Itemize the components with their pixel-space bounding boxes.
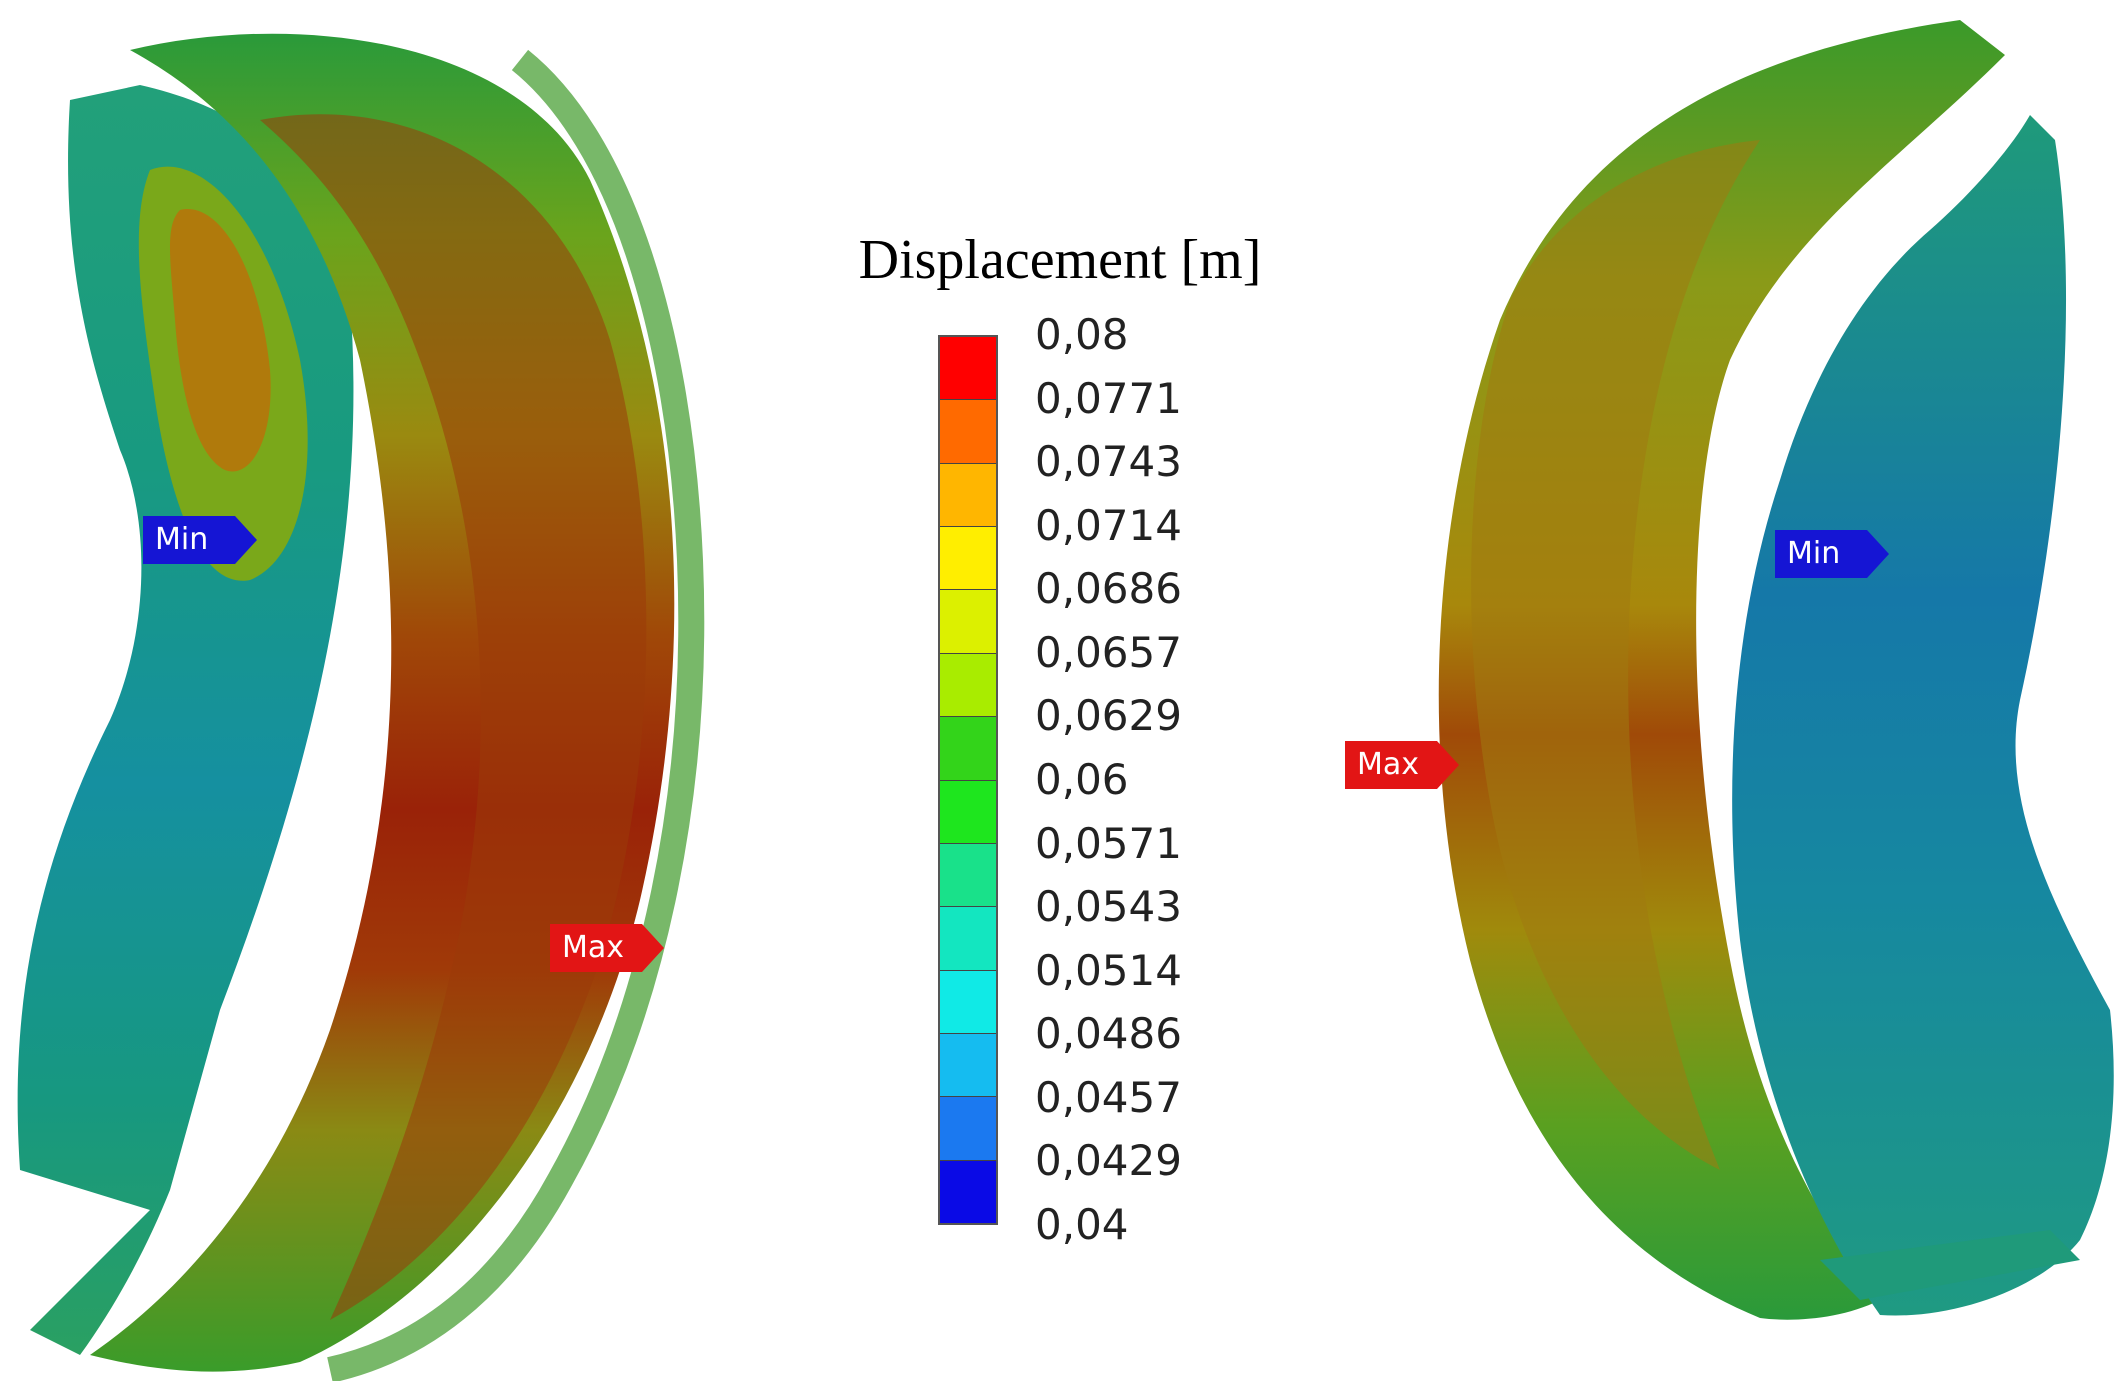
colorbar-swatch xyxy=(940,780,996,844)
colorbar-tick-label: 0,0571 xyxy=(1035,818,1182,868)
colorbar-tick-label: 0,0629 xyxy=(1035,691,1182,741)
colorbar-tick-label: 0,0686 xyxy=(1035,564,1182,614)
colorbar-tick-label: 0,0743 xyxy=(1035,437,1182,487)
left-hotspot-core xyxy=(170,209,271,472)
left-min-label: Min xyxy=(155,522,209,557)
right-outer-band xyxy=(1471,140,1760,1170)
right-max-label: Max xyxy=(1357,747,1420,782)
colorbar-swatch xyxy=(940,1160,996,1224)
colorbar-tick-label: 0,0714 xyxy=(1035,500,1182,550)
right-inner-shell xyxy=(1732,115,2114,1316)
colorbar-swatch xyxy=(940,337,996,401)
colorbar-tick-label: 0,08 xyxy=(1035,310,1129,359)
colorbar xyxy=(938,335,998,1225)
colorbar-swatch xyxy=(940,1097,996,1161)
colorbar-swatch xyxy=(940,907,996,971)
colorbar-swatch xyxy=(940,717,996,781)
left-max-label: Max xyxy=(562,930,625,965)
colorbar-tick-label: 0,0429 xyxy=(1035,1136,1182,1186)
left-outer-edge xyxy=(327,49,705,1381)
right-min-label: Min xyxy=(1787,536,1841,571)
right-max-marker: Max xyxy=(1345,741,1459,789)
colorbar-tick-labels: 0,08 0,0771 0,0743 0,0714 0,0686 0,0657 0,0629… xyxy=(1035,310,1255,1246)
colorbar-swatch xyxy=(940,1033,996,1098)
colorbar-tick-label: 0,0457 xyxy=(1035,1072,1182,1122)
left-outer-band xyxy=(260,114,647,1320)
colorbar-swatch xyxy=(940,653,996,718)
colorbar-tick-label: 0,0657 xyxy=(1035,627,1182,677)
colorbar-swatch xyxy=(940,463,996,528)
colorbar-swatch xyxy=(940,590,996,654)
colorbar-swatch xyxy=(940,970,996,1034)
colorbar-tick-label: 0,0514 xyxy=(1035,945,1182,995)
colorbar-tick-label: 0,06 xyxy=(1035,755,1129,804)
colorbar-tick-label: 0,0543 xyxy=(1035,882,1182,932)
left-max-marker: Max xyxy=(550,924,664,972)
colorbar-tick-label: 0,0486 xyxy=(1035,1009,1182,1059)
colorbar-swatch xyxy=(940,527,996,591)
colorbar-swatch xyxy=(940,843,996,908)
colorbar-tick-label: 0,04 xyxy=(1035,1200,1129,1249)
colorbar-tick-label: 0,0771 xyxy=(1035,373,1182,423)
right-model xyxy=(1438,20,2114,1320)
colorbar-swatch xyxy=(940,400,996,464)
right-min-marker: Min xyxy=(1775,530,1889,578)
left-min-marker: Min xyxy=(143,516,257,564)
legend-title: Displacement [m] xyxy=(858,229,1262,291)
left-model xyxy=(17,33,705,1381)
right-base-plate xyxy=(1820,1230,2080,1300)
